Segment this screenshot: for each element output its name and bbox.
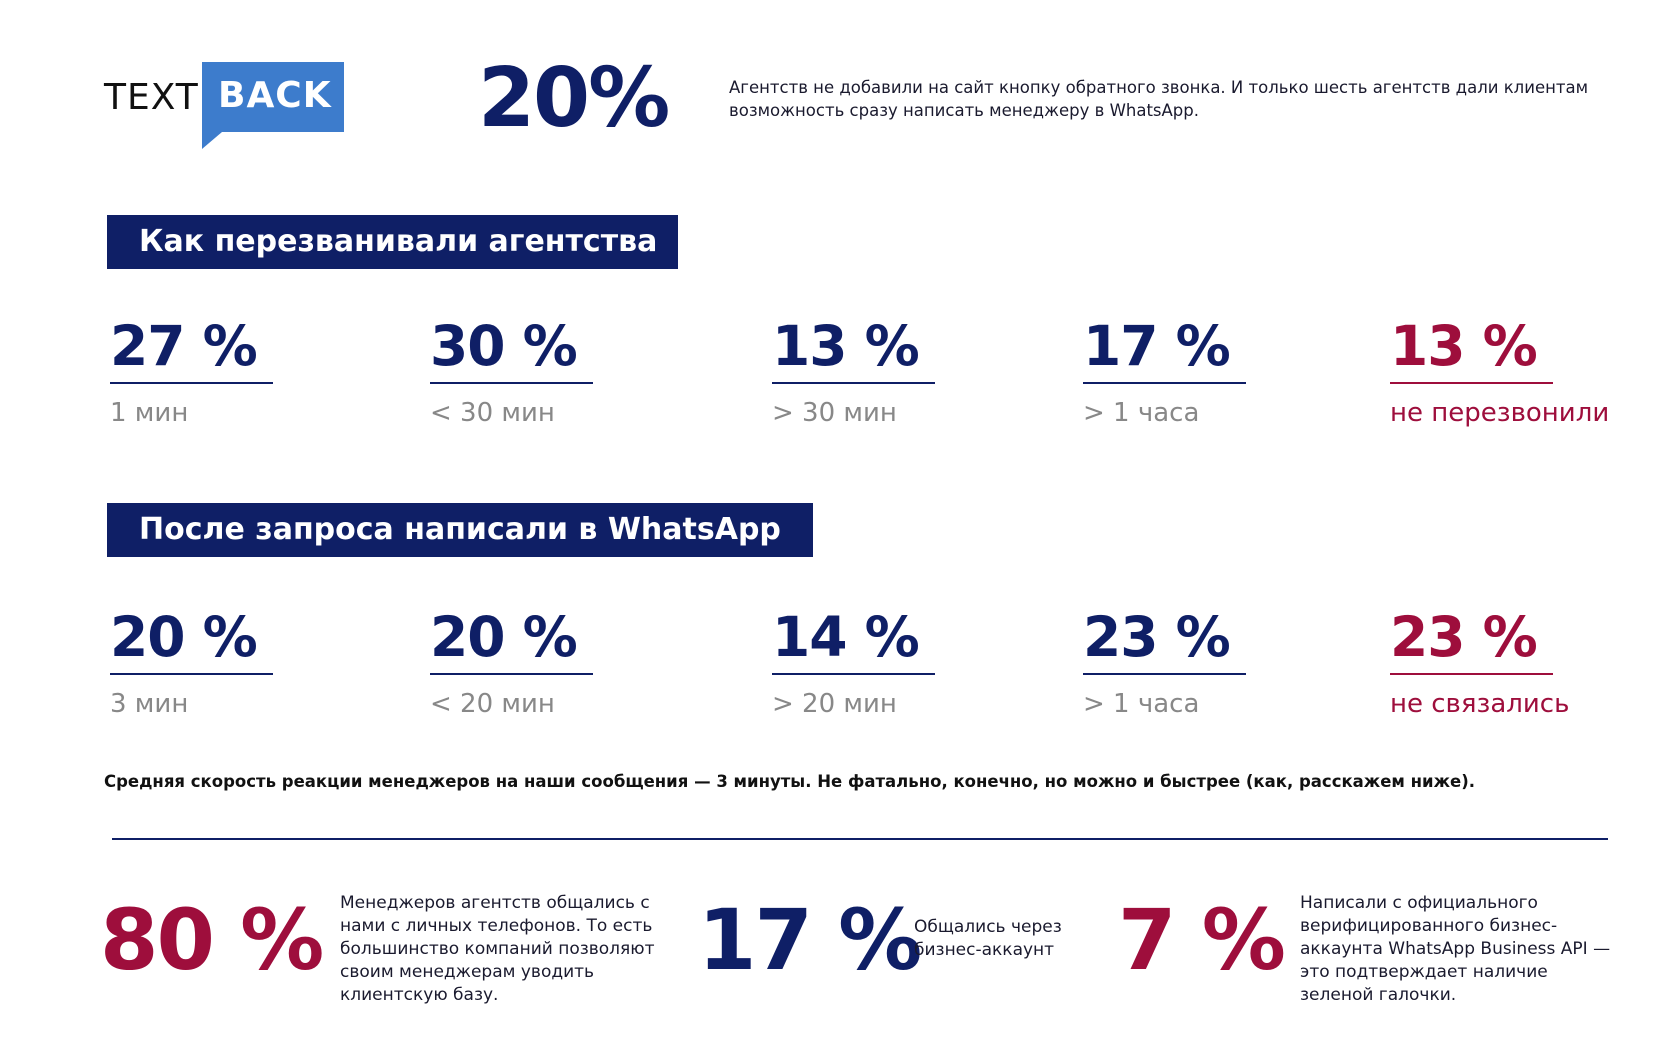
whatsapp-stat: 20 % < 20 мин [430, 607, 690, 719]
stat-label: не перезвонили [1390, 398, 1610, 428]
bottom-stat-value: 17 % [698, 891, 922, 989]
bottom-stat-text: Общались через бизнес-аккаунт [914, 917, 1062, 960]
stat-label: > 1 часа [1083, 689, 1200, 719]
stat-label: не связались [1390, 689, 1570, 719]
stat-underline [1390, 673, 1553, 675]
stat-value: 13 % [772, 314, 920, 378]
stat-label: 1 мин [110, 398, 189, 428]
stat-underline [1083, 673, 1246, 675]
logo-badge-text: BACK [218, 75, 332, 116]
stat-underline [110, 673, 273, 675]
stat-value: 13 % [1390, 314, 1538, 378]
whatsapp-stat: 14 % > 20 мин [772, 607, 1032, 719]
stat-value: 27 % [110, 314, 258, 378]
stat-value: 23 % [1390, 605, 1538, 669]
logo-badge: BACK [202, 62, 344, 132]
stat-value: 20 % [430, 605, 578, 669]
stat-value: 20 % [110, 605, 258, 669]
stat-underline [430, 382, 593, 384]
whatsapp-stat-no-contact: 23 % не связались [1390, 607, 1650, 719]
callback-stat: 30 % < 30 мин [430, 316, 690, 428]
whatsapp-stat: 23 % > 1 часа [1083, 607, 1343, 719]
stat-underline [772, 382, 935, 384]
stat-underline [430, 673, 593, 675]
logo-text: TEXT [104, 77, 199, 118]
bottom-stat-text: Менеджеров агентств общались с нами с ли… [340, 893, 655, 1005]
stat-label: > 30 мин [772, 398, 897, 428]
top-stat-description: Агентств не добавили на сайт кнопку обра… [729, 78, 1589, 120]
logo-speech-tail [202, 132, 222, 149]
stat-label: < 30 мин [430, 398, 555, 428]
stat-label: > 20 мин [772, 689, 897, 719]
section-heading-whatsapp: После запроса написали в WhatsApp [107, 503, 813, 557]
stat-underline [772, 673, 935, 675]
bottom-stat-text: Написали с официального верифицированног… [1300, 893, 1611, 1005]
stat-value: 23 % [1083, 605, 1231, 669]
stat-label: < 20 мин [430, 689, 555, 719]
stat-underline [1083, 382, 1246, 384]
divider [112, 838, 1608, 840]
section-heading-callback: Как перезванивали агентства [107, 215, 678, 269]
callback-stat: 27 % 1 мин [110, 316, 370, 428]
bottom-stat-value: 7 % [1118, 891, 1286, 989]
stat-value: 17 % [1083, 314, 1231, 378]
stat-underline [1390, 382, 1553, 384]
stat-label: > 1 часа [1083, 398, 1200, 428]
callback-stat: 13 % > 30 мин [772, 316, 1032, 428]
callback-stat-missed: 13 % не перезвонили [1390, 316, 1650, 428]
top-stat-value: 20% [478, 51, 670, 146]
response-speed-note: Средняя скорость реакции менеджеров на н… [104, 772, 1476, 791]
callback-stat: 17 % > 1 часа [1083, 316, 1343, 428]
bottom-stat-value: 80 % [100, 891, 324, 989]
stat-value: 14 % [772, 605, 920, 669]
stat-underline [110, 382, 273, 384]
whatsapp-stat: 20 % 3 мин [110, 607, 370, 719]
stat-value: 30 % [430, 314, 578, 378]
stat-label: 3 мин [110, 689, 189, 719]
